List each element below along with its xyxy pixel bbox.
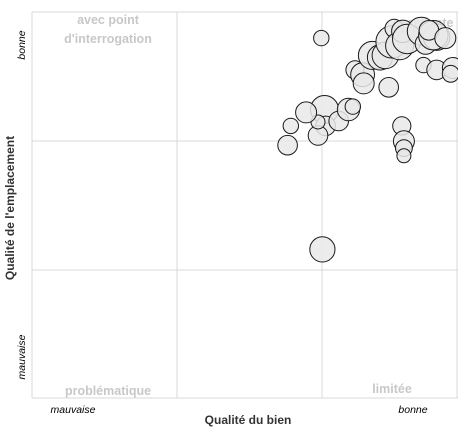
y-tick-low: mauvaise [16,334,28,379]
bubble-point-38 [309,236,336,263]
bubble-point-34 [295,101,318,124]
bubble-series [277,16,458,263]
quadrant-label-bottom-right: limitée [372,382,412,396]
y-axis-title: Qualité de l'emplacement [3,136,17,280]
quadrant-label-top-left-line2: d'interrogation [64,32,152,46]
bubble-point-37 [313,29,330,47]
bubble-point-35 [277,134,298,156]
bubble-point-6 [344,98,361,115]
bubble-point-31 [396,148,412,164]
bubble-point-27 [441,64,458,83]
bubble-point-8 [352,72,375,95]
bubble-point-36 [282,117,299,135]
quadrant-label-top-left-line1: avec point [77,13,140,27]
y-tick-high: bonne [16,30,28,59]
x-tick-high: bonne [398,404,427,416]
bubble-point-23 [434,27,457,50]
x-tick-low: mauvaise [51,404,96,416]
x-axis-title: Qualité du bien [205,413,292,427]
quadrant-label-bottom-left: problématique [65,384,151,398]
bubble-point-15 [378,77,400,98]
